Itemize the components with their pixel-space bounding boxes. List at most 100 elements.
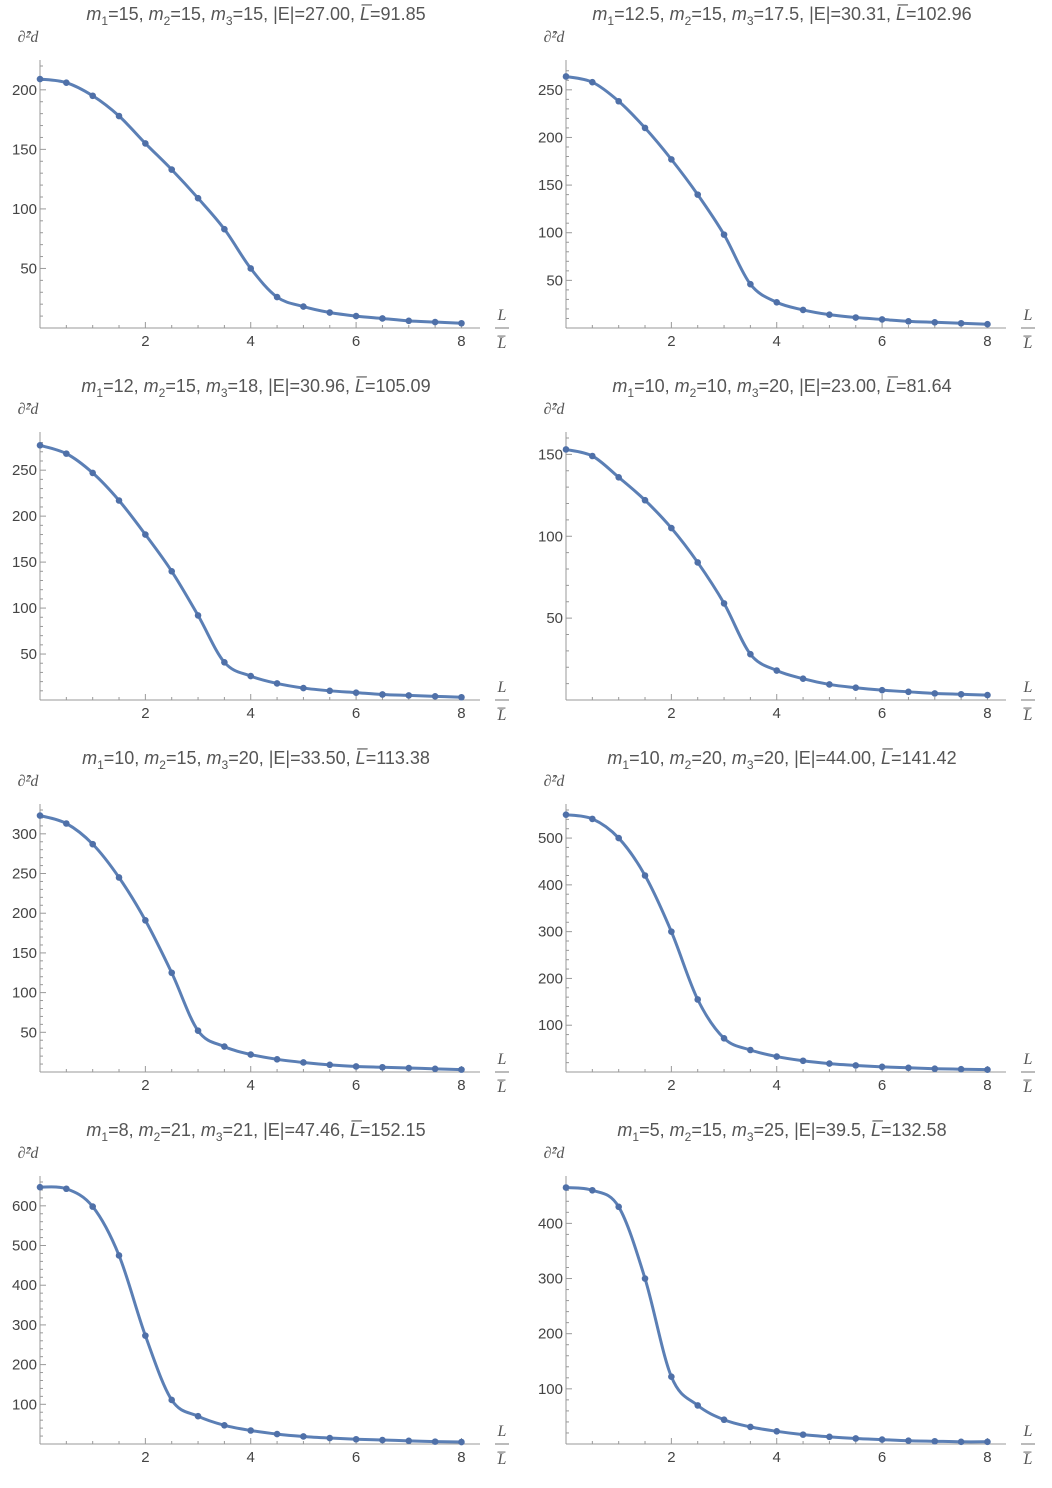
data-point bbox=[326, 687, 334, 695]
svg-text:L: L bbox=[1023, 307, 1033, 324]
data-point bbox=[89, 92, 96, 100]
data-point bbox=[63, 1185, 70, 1193]
data-point bbox=[957, 319, 965, 327]
chart-panel: m1=10, m2=10, m3=20, |E|=23.00, L̅=81.64… bbox=[526, 372, 1052, 744]
data-point bbox=[273, 1056, 281, 1063]
svg-text:L̅: L̅ bbox=[497, 1079, 507, 1096]
data-point bbox=[852, 314, 860, 321]
y-tick-label: 200 bbox=[538, 129, 563, 146]
x-tick-label: 2 bbox=[667, 333, 675, 350]
data-point bbox=[720, 1416, 728, 1424]
chart-panel: m1=5, m2=15, m3=25, |E|=39.5, L̅=132.58 ∂… bbox=[526, 1116, 1052, 1488]
svg-text:L̅: L̅ bbox=[497, 335, 507, 352]
series-line bbox=[564, 813, 989, 1072]
svg-text:L: L bbox=[1023, 1051, 1033, 1068]
data-point bbox=[747, 650, 754, 658]
data-point bbox=[720, 600, 728, 607]
data-point bbox=[300, 303, 307, 310]
y-tick-label: 250 bbox=[12, 866, 37, 883]
data-point bbox=[221, 1422, 228, 1429]
data-point bbox=[878, 1063, 886, 1071]
y-tick-label: 200 bbox=[12, 508, 37, 525]
y-tick-label: 400 bbox=[538, 877, 563, 894]
series-line bbox=[38, 443, 463, 699]
data-point bbox=[668, 524, 675, 532]
x-tick-label: 4 bbox=[247, 705, 255, 722]
data-point bbox=[668, 1373, 675, 1381]
data-point bbox=[826, 681, 833, 688]
data-point bbox=[931, 1065, 939, 1073]
x-axis-label: L L̅ bbox=[1021, 679, 1035, 724]
x-tick-label: 2 bbox=[141, 333, 149, 350]
data-point bbox=[826, 311, 833, 318]
data-point bbox=[694, 559, 702, 566]
x-tick-label: 4 bbox=[247, 1449, 255, 1466]
data-point bbox=[379, 1436, 386, 1444]
data-point bbox=[458, 693, 465, 701]
chart-svg: m1=8, m2=21, m3=21, |E|=47.46, L̅=152.15… bbox=[12, 1120, 509, 1468]
chart-svg: m1=12.5, m2=15, m3=17.5, |E|=30.31, L̅=1… bbox=[538, 4, 1035, 352]
chart-title: m1=5, m2=15, m3=25, |E|=39.5, L̅=132.58 bbox=[617, 1120, 946, 1144]
data-point bbox=[273, 293, 281, 301]
svg-text:L: L bbox=[1023, 1423, 1033, 1440]
series-line bbox=[564, 1186, 989, 1444]
data-point bbox=[247, 1051, 255, 1058]
x-tick-label: 8 bbox=[983, 1077, 991, 1094]
data-point bbox=[826, 1060, 833, 1067]
chart-title: m1=8, m2=21, m3=21, |E|=47.46, L̅=152.15 bbox=[86, 1120, 425, 1144]
x-tick-label: 8 bbox=[457, 1449, 465, 1466]
y-axis-label: ∂̂²d bbox=[544, 773, 566, 790]
y-tick-label: 200 bbox=[12, 1357, 37, 1374]
data-point bbox=[63, 450, 70, 457]
y-tick-label: 300 bbox=[538, 924, 563, 941]
data-point bbox=[826, 1433, 833, 1441]
data-point bbox=[641, 872, 649, 879]
data-point bbox=[852, 1062, 860, 1069]
data-point bbox=[905, 1437, 912, 1444]
data-point bbox=[562, 811, 570, 818]
x-tick-label: 6 bbox=[878, 1449, 886, 1466]
y-tick-label: 100 bbox=[12, 985, 37, 1002]
y-axis-label: ∂̂²d bbox=[544, 401, 566, 418]
y-axis-label: ∂̂²d bbox=[18, 401, 40, 418]
x-tick-label: 8 bbox=[457, 1077, 465, 1094]
data-point bbox=[168, 568, 176, 575]
y-tick-label: 150 bbox=[12, 554, 37, 571]
chart-panel: m1=12, m2=15, m3=18, |E|=30.96, L̅=105.0… bbox=[0, 372, 526, 744]
data-point bbox=[931, 690, 939, 697]
data-point bbox=[773, 1053, 781, 1060]
data-point bbox=[194, 1412, 202, 1420]
data-point bbox=[799, 1431, 807, 1438]
data-point bbox=[589, 452, 596, 460]
y-tick-label: 500 bbox=[538, 830, 563, 847]
data-point bbox=[773, 1428, 781, 1435]
data-point bbox=[89, 469, 96, 477]
y-tick-label: 50 bbox=[20, 646, 37, 663]
data-point bbox=[852, 1435, 860, 1442]
data-point bbox=[326, 309, 334, 316]
data-point bbox=[352, 1063, 360, 1070]
data-point bbox=[720, 231, 728, 238]
data-point bbox=[247, 672, 255, 680]
data-point bbox=[431, 1065, 439, 1073]
series-line bbox=[564, 74, 989, 326]
chart-panel: m1=12.5, m2=15, m3=17.5, |E|=30.31, L̅=1… bbox=[526, 0, 1052, 372]
y-tick-label: 250 bbox=[538, 82, 563, 99]
data-point bbox=[379, 691, 386, 698]
x-tick-label: 4 bbox=[773, 705, 781, 722]
data-point bbox=[747, 1423, 754, 1431]
data-point bbox=[931, 318, 939, 326]
data-point bbox=[694, 191, 702, 198]
svg-text:L: L bbox=[497, 679, 507, 696]
data-point bbox=[694, 1402, 702, 1409]
x-tick-label: 8 bbox=[983, 333, 991, 350]
x-tick-label: 4 bbox=[247, 1077, 255, 1094]
x-tick-label: 2 bbox=[141, 705, 149, 722]
data-point bbox=[694, 996, 702, 1003]
data-point bbox=[615, 474, 622, 481]
y-axis-label: ∂̂²d bbox=[18, 1145, 40, 1162]
data-point bbox=[799, 675, 807, 683]
x-tick-label: 4 bbox=[773, 1077, 781, 1094]
data-point bbox=[562, 1184, 570, 1191]
